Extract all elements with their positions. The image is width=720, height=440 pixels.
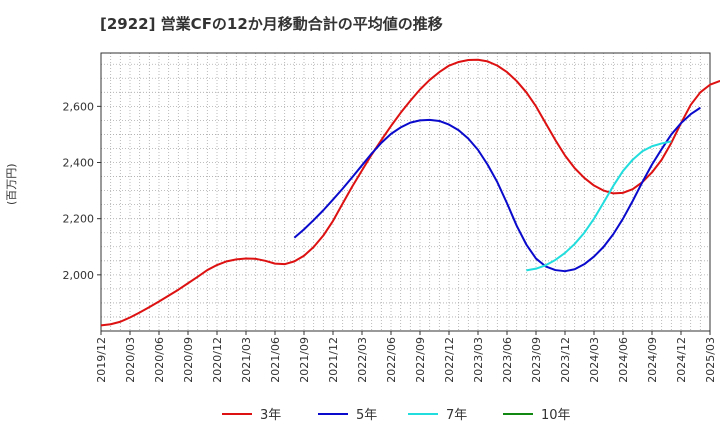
legend-label: 10年: [541, 408, 571, 423]
x-tick-label: 2020/06: [153, 337, 166, 383]
legend-label: 5年: [356, 408, 377, 423]
x-tick-label: 2023/12: [559, 337, 572, 383]
plot-frame: [100, 52, 711, 332]
x-tick-label: 2021/06: [269, 337, 282, 383]
x-tick-label: 2021/09: [298, 337, 311, 383]
y-tick-label: 2,000: [63, 269, 95, 282]
series-line: [526, 140, 672, 272]
y-tick-label: 2,600: [63, 100, 95, 113]
x-tick-label: 2022/03: [356, 337, 369, 383]
x-tick-label: 2024/09: [646, 337, 659, 383]
x-tick-label: 2024/03: [588, 337, 601, 383]
y-tick-label: 2,400: [63, 157, 95, 170]
x-tick-label: 2024/06: [617, 337, 630, 383]
x-tick-label: 2025/03: [704, 337, 717, 383]
x-tick-label: 2020/12: [211, 337, 224, 383]
x-tick-label: 2021/12: [327, 337, 340, 383]
x-tick-label: 2022/12: [443, 337, 456, 383]
x-tick-label: 2020/03: [124, 337, 137, 383]
x-tick-label: 2022/06: [385, 337, 398, 383]
legend-label: 7年: [446, 408, 467, 423]
y-tick-label: 2,200: [63, 213, 95, 226]
x-tick-label: 2022/09: [414, 337, 427, 383]
x-tick-label: 2023/03: [472, 337, 485, 383]
x-tick-label: 2024/12: [675, 337, 688, 383]
x-tick-label: 2023/09: [530, 337, 543, 383]
x-tick-label: 2023/06: [501, 337, 514, 383]
legend-label: 3年: [260, 408, 281, 423]
x-tick-label: 2020/09: [182, 337, 195, 383]
x-tick-label: 2019/12: [95, 337, 108, 383]
x-tick-label: 2021/03: [240, 337, 253, 383]
series-line: [293, 106, 701, 273]
chart-title: [2922] 営業CFの12か月移動合計の平均値の推移: [100, 15, 443, 33]
series-line: [100, 58, 720, 327]
